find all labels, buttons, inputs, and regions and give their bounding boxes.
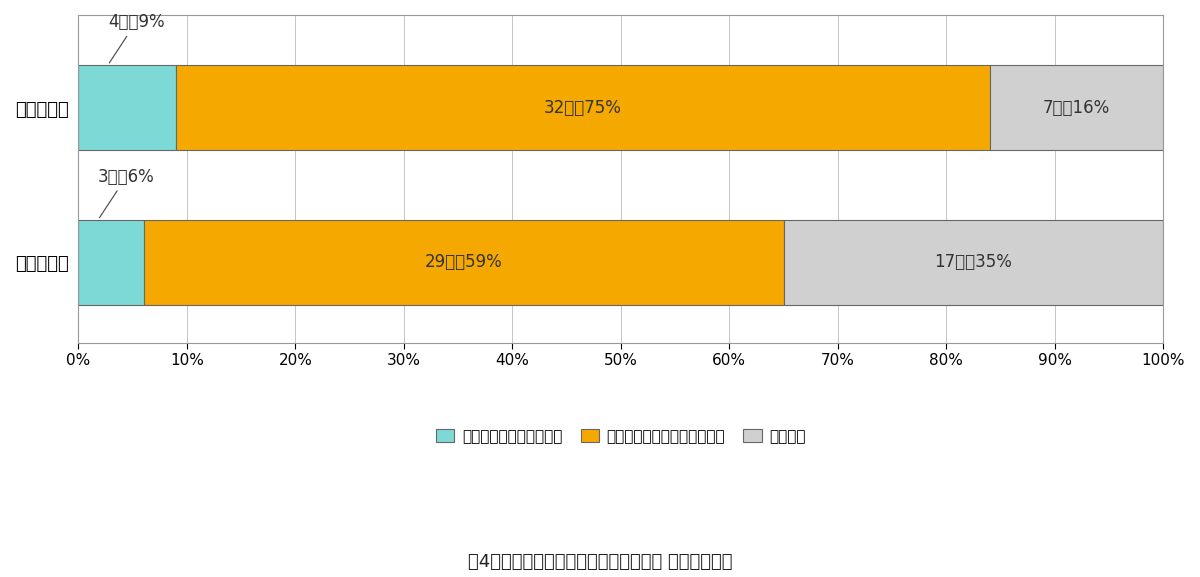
Bar [176,65,990,151]
Legend: 製品の不具合による事故, 製品の不具合以外による事故, 原因不明: 製品の不具合による事故, 製品の不具合以外による事故, 原因不明 [430,422,812,450]
Text: 17件，35%: 17件，35% [935,253,1013,271]
Bar [78,65,176,151]
Text: 32件，75%: 32件，75% [544,99,622,117]
Bar [784,220,1163,305]
Text: 4件，9%: 4件，9% [108,13,164,63]
Text: 围4　電動車いす・介護ベッドの原因別 事故発生件数: 围4 電動車いす・介護ベッドの原因別 事故発生件数 [468,553,732,571]
Text: 29件，59%: 29件，59% [425,253,503,271]
Bar [78,220,144,305]
Bar [144,220,784,305]
Text: 3件，6%: 3件，6% [98,168,155,218]
Text: 7件，16%: 7件，16% [1043,99,1110,117]
Bar [990,65,1163,151]
